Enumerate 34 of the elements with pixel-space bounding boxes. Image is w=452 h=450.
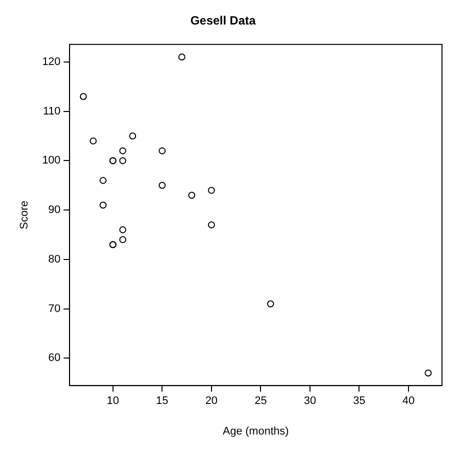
point [129,132,136,140]
point [90,137,97,144]
point [119,226,126,234]
point [188,192,196,199]
point [119,236,126,244]
y-axis-title: Score [18,200,31,230]
x-tick-label: 25 [254,395,267,408]
point [208,186,215,194]
x-axis-title: Age (months) [222,425,289,438]
point [178,54,186,61]
y-tick-label: 90 [48,204,61,216]
x-tick-label: 40 [402,395,415,408]
point [158,147,166,154]
point [208,221,215,228]
point [100,202,107,209]
point [119,147,126,154]
y-tick-label: 120 [42,56,61,68]
y-tick-label: 80 [48,253,61,266]
y-tick-label: 70 [48,302,61,315]
x-tick-label: 15 [156,395,168,408]
y-tick-label: 110 [43,105,61,118]
x-tick-label: 10 [106,395,120,408]
x-tick-label: 35 [353,395,366,408]
chart-title: Gesell Data [190,14,256,28]
point [80,93,87,100]
x-tick-label: 30 [304,395,316,408]
point [424,369,432,376]
point [100,176,107,184]
y-tick-label: 100 [42,154,61,167]
point [158,182,166,189]
y-tick-label: 60 [48,352,61,364]
point [119,157,126,164]
x-tick-label: 20 [205,395,218,408]
point [267,300,274,308]
